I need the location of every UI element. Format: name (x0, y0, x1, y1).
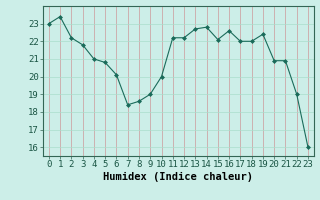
X-axis label: Humidex (Indice chaleur): Humidex (Indice chaleur) (103, 172, 253, 182)
